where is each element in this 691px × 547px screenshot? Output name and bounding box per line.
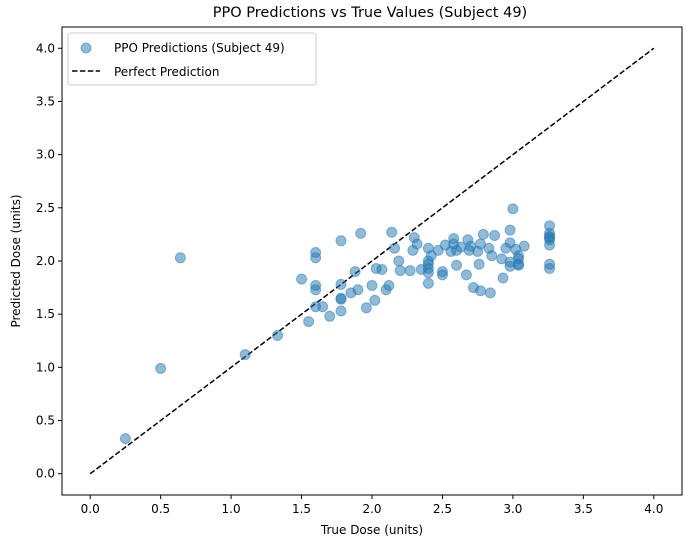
prediction-point — [335, 293, 347, 305]
prediction-point — [335, 278, 347, 290]
prediction-point — [404, 265, 416, 277]
prediction-point — [324, 310, 336, 322]
prediction-point — [360, 302, 372, 314]
prediction-point — [366, 279, 378, 291]
legend: PPO Predictions (Subject 49) Perfect Pre… — [67, 32, 317, 86]
prediction-point — [393, 255, 405, 267]
chart-title: PPO Predictions vs True Values (Subject … — [213, 5, 527, 21]
x-tick-label: 0.5 — [151, 502, 170, 516]
prediction-point — [451, 259, 463, 271]
prediction-point — [317, 301, 329, 313]
legend-label-predictions: PPO Predictions (Subject 49) — [114, 41, 285, 55]
prediction-point — [383, 279, 395, 291]
prediction-point — [484, 287, 496, 299]
prediction-point — [310, 252, 322, 264]
prediction-point — [489, 229, 501, 241]
prediction-point — [460, 269, 472, 281]
prediction-point — [335, 235, 347, 247]
prediction-point — [272, 329, 284, 341]
prediction-point — [422, 277, 434, 289]
prediction-point — [411, 238, 423, 250]
prediction-point — [376, 264, 388, 276]
prediction-point — [477, 228, 489, 240]
prediction-point — [486, 250, 498, 262]
prediction-point — [507, 203, 519, 215]
y-tick-label: 4.0 — [36, 41, 55, 55]
x-tick-label: 2.5 — [433, 502, 452, 516]
prediction-point — [473, 258, 485, 270]
prediction-point — [174, 252, 186, 264]
prediction-point — [349, 266, 361, 278]
prediction-point — [389, 242, 401, 254]
x-tick-label: 1.0 — [222, 502, 241, 516]
y-tick-label: 0.0 — [36, 467, 55, 481]
prediction-point — [497, 272, 509, 284]
y-tick-label: 3.0 — [36, 148, 55, 162]
prediction-point — [504, 224, 516, 236]
prediction-point — [394, 265, 406, 277]
legend-label-perfect: Perfect Prediction — [114, 65, 219, 79]
perfect-prediction-line — [89, 47, 655, 475]
prediction-point — [518, 240, 530, 252]
prediction-point — [303, 316, 315, 328]
legend-box — [67, 32, 317, 86]
x-axis: 0.0 0.5 1.0 1.5 2.0 2.5 3.0 3.5 4.0 — [81, 495, 663, 516]
x-tick-label: 3.5 — [574, 502, 593, 516]
prediction-point — [310, 284, 322, 296]
prediction-point — [544, 262, 556, 274]
x-tick-label: 4.0 — [644, 502, 663, 516]
x-tick-label: 1.5 — [292, 502, 311, 516]
prediction-point — [239, 349, 251, 361]
prediction-point — [352, 284, 364, 296]
prediction-point — [296, 273, 308, 285]
prediction-point — [369, 294, 381, 306]
prediction-point — [544, 239, 556, 251]
prediction-point — [475, 285, 486, 297]
y-tick-label: 3.5 — [36, 94, 55, 108]
y-axis-title: Predicted Dose (units) — [9, 194, 23, 327]
line-layer — [89, 47, 655, 475]
x-tick-label: 2.0 — [362, 502, 381, 516]
y-tick-label: 2.0 — [36, 254, 55, 268]
prediction-point — [355, 227, 367, 239]
prediction-point — [335, 305, 347, 317]
prediction-point — [436, 269, 448, 281]
prediction-point — [386, 226, 398, 238]
x-tick-label: 3.0 — [503, 502, 522, 516]
prediction-point — [513, 259, 525, 271]
y-axis: 0.0 0.5 1.0 1.5 2.0 2.5 3.0 3.5 4.0 — [36, 41, 62, 481]
x-axis-title: True Dose (units) — [320, 523, 423, 537]
prediction-point — [155, 362, 167, 374]
y-tick-label: 1.0 — [36, 360, 55, 374]
prediction-point — [119, 433, 131, 445]
legend-marker-predictions — [80, 42, 92, 54]
x-tick-label: 0.0 — [81, 502, 100, 516]
points-layer — [119, 203, 556, 445]
y-tick-label: 1.5 — [36, 307, 55, 321]
prediction-point — [422, 267, 434, 279]
y-tick-label: 2.5 — [36, 201, 55, 215]
y-tick-label: 0.5 — [36, 414, 55, 428]
